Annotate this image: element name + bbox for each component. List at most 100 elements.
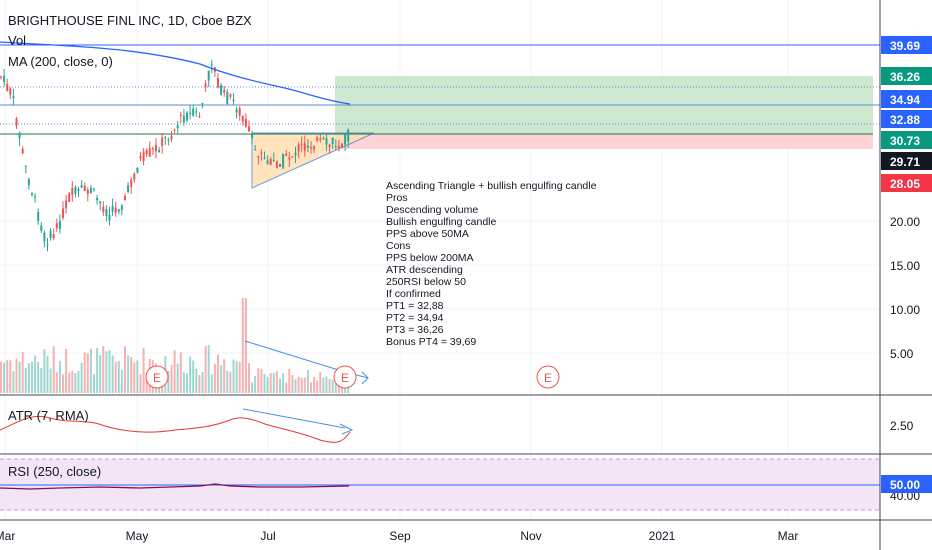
volume-bar [217, 354, 219, 393]
volume-bar [49, 368, 52, 393]
volume-bar [263, 373, 266, 393]
candle-body [344, 134, 347, 145]
candle-body [93, 188, 95, 190]
volume-bar [325, 376, 328, 393]
volume-bar [124, 346, 126, 393]
candle-body [300, 143, 303, 145]
volume-bar [279, 378, 281, 393]
candle-body [65, 200, 68, 209]
candle-body [170, 135, 173, 140]
earnings-marker[interactable]: E [145, 365, 169, 389]
candle-body [201, 102, 204, 104]
atr-trend-line [242, 408, 346, 429]
volume-bar [285, 382, 288, 393]
stop-zone[interactable] [335, 134, 873, 149]
candle-body [220, 85, 223, 95]
candle-body [198, 116, 201, 118]
candle-body [105, 209, 108, 216]
volume-bar [232, 359, 235, 393]
candle-body [325, 138, 328, 145]
candle-body [130, 179, 133, 187]
candle-body [164, 137, 167, 139]
volume-bar [241, 298, 244, 393]
earnings-marker[interactable]: E [333, 365, 357, 389]
candle-body [99, 201, 102, 204]
candle-body [49, 230, 52, 238]
volume-bar [96, 347, 99, 393]
candle-body [31, 193, 33, 195]
candle-body [241, 116, 244, 122]
volume-bar [306, 370, 309, 393]
volume-bar [294, 379, 297, 393]
annotation-line: Bonus PT4 = 39,69 [386, 336, 476, 348]
candle-body [37, 212, 40, 221]
price-tick: 15.00 [890, 259, 920, 273]
volume-bar [167, 371, 170, 393]
price-badge-label: 28.05 [890, 177, 920, 191]
atr-line [0, 416, 351, 443]
earnings-marker[interactable]: E [536, 365, 560, 389]
volume-bar [136, 360, 139, 393]
candle-body [341, 143, 343, 148]
trade-annotation[interactable]: Ascending Triangle + bullish engulfing c… [386, 180, 597, 348]
price-tick: 5.00 [890, 347, 914, 361]
volume-bar [99, 355, 102, 393]
volume-bar [260, 369, 263, 393]
volume-bar [68, 372, 71, 393]
volume-bar [3, 362, 6, 393]
candle-body [96, 198, 99, 201]
volume-label: Vol [8, 33, 26, 48]
annotation-line: PT3 = 36,26 [386, 324, 444, 336]
candle-body [328, 144, 331, 147]
price-badge-label: 29.71 [890, 155, 920, 169]
price-axis[interactable]: 20.00 15.00 10.00 5.00 2.50 40.00 [890, 215, 920, 503]
candle-body [0, 76, 2, 78]
volume-bar [313, 376, 316, 393]
volume-bar [93, 374, 95, 393]
time-axis[interactable]: Mar May Jul Sep Nov 2021 Mar [0, 529, 798, 543]
volume-bar [21, 351, 24, 393]
candle-body [9, 88, 12, 95]
rsi-line [0, 483, 350, 490]
volume-bar [248, 363, 250, 393]
candle-body [133, 173, 136, 180]
volume-bar [170, 364, 173, 393]
volume-bar [282, 373, 285, 393]
annotation-line: Bullish engulfing candle [386, 216, 496, 228]
candle-body [223, 89, 226, 93]
price-badge: 39.69 [881, 36, 932, 54]
annotation-line: Descending volume [386, 204, 478, 216]
price-badge: 36.26 [881, 67, 932, 85]
volume-bar [83, 352, 86, 393]
volume-bar [145, 374, 148, 393]
candle-body [6, 83, 9, 91]
volume-bar [201, 372, 204, 393]
candle-body [310, 147, 312, 149]
candle-body [251, 134, 254, 139]
time-tick: Jul [260, 529, 275, 543]
volume-bar [86, 353, 89, 393]
volume-bar [6, 360, 9, 393]
candle-body [282, 153, 285, 168]
ascending-triangle[interactable] [251, 132, 375, 189]
candle-body [108, 215, 111, 221]
time-tick: Mar [0, 529, 15, 543]
volume-bar [46, 355, 49, 393]
candle-body [18, 132, 21, 139]
volume-bar [74, 373, 77, 393]
candle-body [155, 145, 157, 151]
candle-body [266, 160, 269, 164]
price-badge-label: 36.26 [890, 70, 920, 84]
volume-bar [272, 372, 275, 393]
candle-body [291, 156, 294, 158]
candle-body [210, 64, 213, 66]
candle-body [173, 129, 176, 131]
volume-bar [133, 362, 136, 393]
earnings-marker-label: E [341, 371, 349, 385]
candle-body [52, 234, 55, 239]
candle-body [43, 232, 46, 242]
volume-bar [291, 374, 294, 393]
ma-200-line [0, 41, 351, 105]
volume-bar [43, 349, 46, 393]
